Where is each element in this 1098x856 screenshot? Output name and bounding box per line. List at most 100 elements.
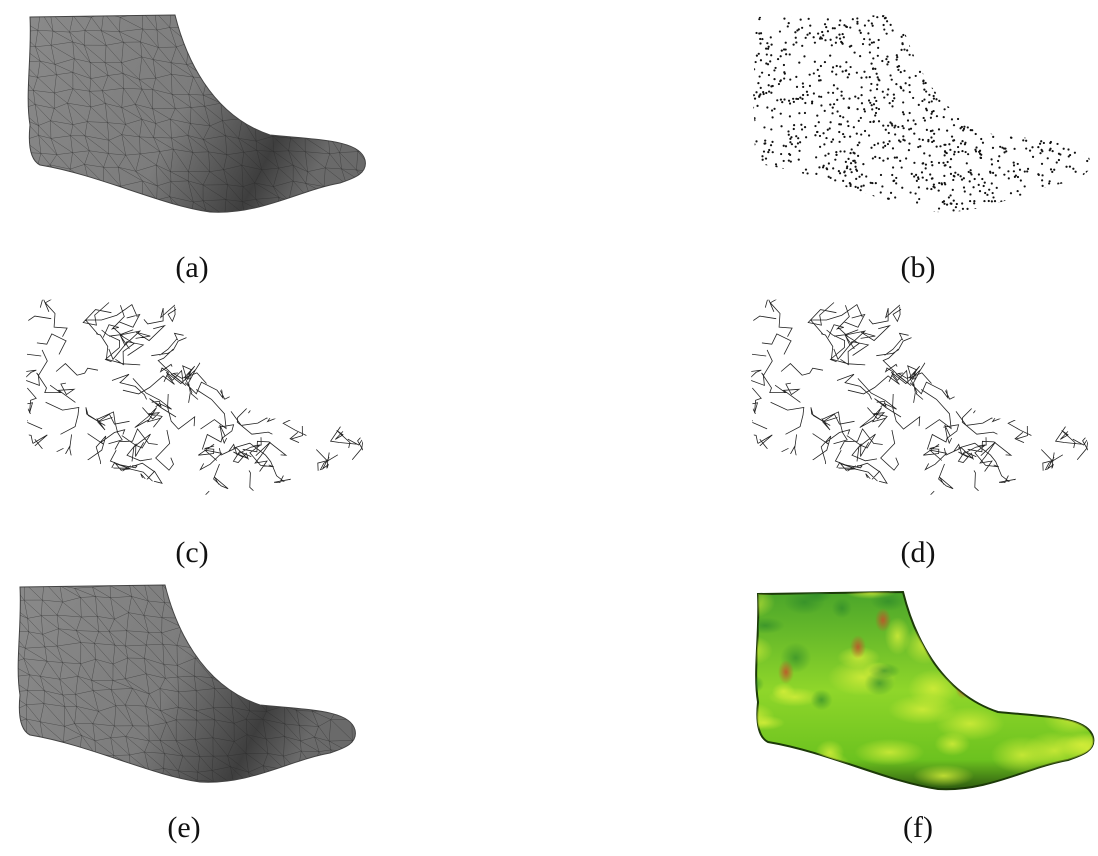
point [1088,145,1090,147]
point [773,108,775,110]
point [902,34,904,36]
point [905,157,907,159]
point [787,130,789,132]
point [992,136,994,138]
point [833,84,835,86]
point [1084,149,1086,151]
point [760,190,762,192]
point [996,89,998,91]
point [862,163,864,165]
point [793,44,795,46]
point [869,121,871,123]
point [897,207,899,209]
point [845,61,847,63]
point [897,126,899,128]
point [1039,200,1041,202]
point [973,200,975,202]
point [925,179,927,181]
point [967,21,969,23]
point [845,185,847,187]
point [872,67,874,69]
point [831,44,833,46]
point [1092,25,1094,27]
point [797,187,799,189]
point [931,42,933,44]
point [1029,109,1031,111]
point [912,54,914,56]
point [939,70,941,72]
point [1004,200,1006,202]
point [800,19,802,21]
point [762,91,764,93]
point [1015,111,1017,113]
point [989,62,991,64]
point [893,93,895,95]
point [962,52,964,54]
point [760,87,762,89]
point [970,107,972,109]
point [891,105,893,107]
point [908,128,910,130]
point [827,18,829,20]
point [1085,36,1087,38]
point [971,44,973,46]
point [864,130,866,132]
point [1007,23,1009,25]
point [1078,130,1080,132]
point [847,158,849,160]
point [1058,62,1060,64]
point [764,142,766,144]
point [991,200,993,202]
point [1055,95,1057,97]
point [958,211,960,213]
point [1031,146,1033,148]
point [787,181,789,183]
point [836,88,838,90]
point [957,174,959,176]
point [962,129,964,131]
point [915,192,917,194]
point [775,163,777,165]
point [833,103,835,105]
point [915,17,917,19]
point [755,32,757,34]
point [1027,168,1029,170]
point [789,154,791,156]
point [834,159,836,161]
point [849,196,851,198]
point [969,200,971,202]
point [933,140,935,142]
point [1036,78,1038,80]
point [995,174,997,176]
point [944,144,946,146]
point [1072,75,1074,77]
point [951,118,953,120]
point [918,138,920,140]
point [922,25,924,27]
point [890,24,892,26]
point [962,24,964,26]
point [989,171,991,173]
point [916,201,918,203]
point [966,15,968,17]
point [751,136,753,138]
point [1041,174,1043,176]
point [1045,48,1047,50]
point [1086,171,1088,173]
point [928,94,930,96]
point [1050,56,1052,58]
point [832,27,834,29]
point [1021,203,1023,205]
point [843,36,845,38]
point [901,42,903,44]
point [974,19,976,21]
point [842,70,844,72]
point [794,186,796,188]
point [1050,205,1052,207]
point [1067,148,1069,150]
point [896,54,898,56]
point [930,58,932,60]
point [753,68,755,70]
point [1012,87,1014,89]
point [856,170,858,172]
